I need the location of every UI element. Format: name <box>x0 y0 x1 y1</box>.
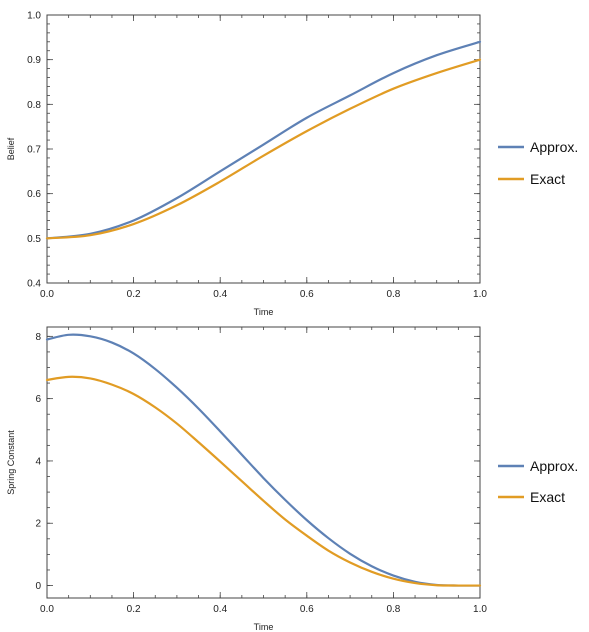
y-tick-label: 0 <box>35 581 41 592</box>
y-tick-label: 0.6 <box>27 189 41 200</box>
x-tick-label: 0.8 <box>386 289 400 300</box>
x-tick-label: 1.0 <box>473 604 487 615</box>
series-line-exact <box>45 58 482 240</box>
x-axis-label: Time <box>254 307 274 317</box>
series-line-exact <box>45 375 482 587</box>
x-tick-label: 0.6 <box>300 604 314 615</box>
y-tick-label: 1.0 <box>27 11 41 22</box>
x-tick-label: 0.8 <box>386 604 400 615</box>
x-tick-label: 0.4 <box>213 604 227 615</box>
series-line-approx <box>45 333 482 587</box>
y-axis-label: Belief <box>6 137 16 160</box>
plot-frame <box>46 326 481 599</box>
legend-label-exact: Exact <box>530 489 565 505</box>
y-tick-label: 6 <box>35 394 41 405</box>
y-tick-label: 0.4 <box>27 279 41 290</box>
legend-label-exact: Exact <box>530 171 565 187</box>
y-tick-label: 0.5 <box>27 234 41 245</box>
x-axis-label: Time <box>254 622 274 632</box>
x-tick-label: 1.0 <box>473 289 487 300</box>
x-tick-label: 0.0 <box>40 289 54 300</box>
y-tick-label: 0.9 <box>27 55 41 66</box>
y-tick-label: 0.8 <box>27 100 41 111</box>
x-tick-label: 0.4 <box>213 289 227 300</box>
x-tick-label: 0.6 <box>300 289 314 300</box>
y-tick-label: 0.7 <box>27 145 41 156</box>
x-tick-label: 0.2 <box>127 604 141 615</box>
y-tick-label: 4 <box>35 456 41 467</box>
belief-chart: 0.0 0.2 0.4 0.6 0.8 1.0 0.4 0.5 0.6 0.7 0.8 0.9 1.0 T… <box>6 11 578 318</box>
x-tick-label: 0.2 <box>127 289 141 300</box>
spring-constant-chart: 0.0 0.2 0.4 0.6 0.8 1.0 0 2 4 6 8 Time Spring Consta… <box>6 326 578 632</box>
series-line-approx <box>45 40 482 240</box>
y-tick-label: 8 <box>35 332 41 343</box>
legend-label-approx: Approx. <box>530 458 578 474</box>
legend-label-approx: Approx. <box>530 139 578 155</box>
x-tick-label: 0.0 <box>40 604 54 615</box>
y-axis-label: Spring Constant <box>6 430 16 495</box>
plot-frame <box>46 14 481 284</box>
y-tick-label: 2 <box>35 519 41 530</box>
